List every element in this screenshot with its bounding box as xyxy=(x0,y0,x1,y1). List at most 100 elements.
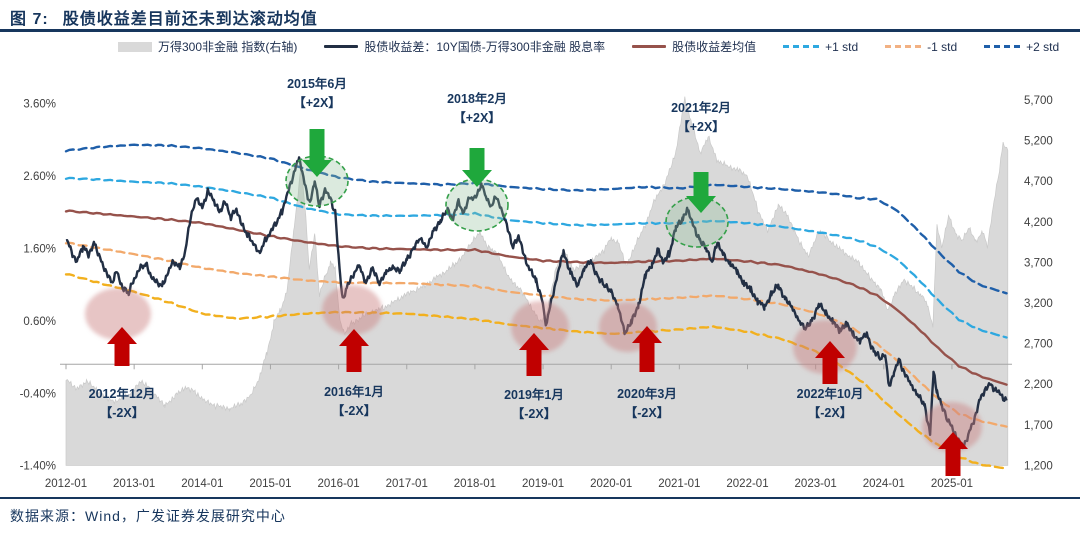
highlight-ellipse-red xyxy=(322,285,382,335)
x-axis-tick: 2023-01 xyxy=(795,478,837,490)
down-arrow-icon xyxy=(462,148,492,187)
annotation-date-label: 2015年6月 xyxy=(287,76,347,91)
legend-label: +1 std xyxy=(825,39,859,54)
x-axis-tick: 2013-01 xyxy=(113,478,155,490)
x-axis-tick: 2022-01 xyxy=(726,478,768,490)
left-axis-labels: 3.60% 2.60% 1.60% 0.60% -0.40% -1.40% xyxy=(20,99,56,473)
left-axis-tick: 3.60% xyxy=(23,99,56,111)
right-axis-tick: 2,700 xyxy=(1024,339,1053,351)
annotation-date-label: 2012年12月 xyxy=(89,386,156,401)
highlight-ellipse-red xyxy=(511,301,569,353)
annotation-date-label: 2021年2月 xyxy=(671,100,731,115)
annotation-tag-label: 【-2X】 xyxy=(625,405,669,420)
right-axis-tick: 5,200 xyxy=(1024,136,1053,148)
x-axis-tick: 2019-01 xyxy=(522,478,564,490)
left-axis-tick: -0.40% xyxy=(20,388,56,400)
chart-legend: 万得300非金融 指数(右轴) 股债收益差：10Y国债-万得300非金融 股息率 股… xyxy=(118,38,1076,55)
right-axis-tick: 1,200 xyxy=(1024,460,1053,472)
up-arrow-icon xyxy=(938,432,968,476)
legend-swatch-dashed xyxy=(783,45,820,48)
legend-swatch-line xyxy=(632,45,667,48)
legend-item-5: +2 std xyxy=(984,40,1059,54)
x-axis-tick: 2017-01 xyxy=(386,478,428,490)
legend-label: -1 std xyxy=(927,39,958,54)
down-arrow-icon xyxy=(302,129,332,177)
legend-swatch-line xyxy=(324,45,359,48)
x-axis-tick: 2018-01 xyxy=(454,478,496,490)
x-axis-tick: 2020-01 xyxy=(590,478,632,490)
x-axis-tick: 2016-01 xyxy=(317,478,359,490)
annotation-date-label: 2019年1月 xyxy=(504,387,564,402)
left-axis-tick: 0.60% xyxy=(23,316,56,328)
x-axis-tick: 2025-01 xyxy=(931,478,973,490)
up-arrow-icon xyxy=(815,341,845,384)
x-axis-tick: 2024-01 xyxy=(863,478,905,490)
spread-mean-line xyxy=(64,209,1008,386)
annotation-tag-label: 【+2X】 xyxy=(677,119,725,134)
legend-item-4: -1 std xyxy=(885,40,957,54)
up-arrow-icon xyxy=(632,326,662,372)
right-axis-tick: 4,200 xyxy=(1024,217,1053,229)
annotation-2021年2月: 2021年2月【+2X】 xyxy=(665,100,731,248)
legend-label: 股债收益差均值 xyxy=(672,40,757,54)
right-axis-labels: 5,700 5,200 4,700 4,200 3,700 3,200 2,700 2,200… xyxy=(1024,95,1053,472)
right-axis-tick: 5,700 xyxy=(1024,95,1053,107)
annotation-2020年3月: 2020年3月【-2X】 xyxy=(599,302,677,420)
x-axis-labels: 2012-01 2013-01 2014-01 2015-01 2016-01 2017-… xyxy=(45,478,973,490)
figure-header: 图 7: 股债收益差目前还未到达滚动均值 xyxy=(10,5,318,29)
annotation-date-label: 2020年3月 xyxy=(617,386,677,401)
annotation-2016年1月: 2016年1月【-2X】 xyxy=(322,285,384,418)
left-axis-tick: 2.60% xyxy=(23,171,56,183)
annotation-2022年10月: 2022年10月【-2X】 xyxy=(793,320,863,420)
annotation-2019年1月: 2019年1月【-2X】 xyxy=(504,301,569,421)
highlight-ellipse-red xyxy=(922,402,982,452)
legend-label: 股债收益差：10Y国债-万得300非金融 股息率 xyxy=(364,40,606,54)
annotation-tag-label: 【+2X】 xyxy=(453,110,501,125)
footer-divider xyxy=(0,497,1080,499)
legend-label: +2 std xyxy=(1026,39,1060,54)
figure-label: 图 7: xyxy=(10,11,49,28)
annotation-date-label: 2016年1月 xyxy=(324,384,384,399)
annotation-tag-label: 【-2X】 xyxy=(100,405,144,420)
up-arrow-icon xyxy=(519,333,549,376)
left-axis-tick: 1.60% xyxy=(23,243,56,255)
right-axis-tick: 1,700 xyxy=(1024,420,1053,432)
x-axis-tick: 2014-01 xyxy=(181,478,223,490)
annotation-date-label: 2018年2月 xyxy=(447,91,507,106)
legend-swatch-area xyxy=(118,41,152,52)
up-arrow-icon xyxy=(339,329,369,372)
figure-title: 股债收益差目前还未到达滚动均值 xyxy=(62,11,318,28)
annotation-unlabeled-8 xyxy=(922,402,982,476)
right-axis-tick: 4,700 xyxy=(1024,176,1053,188)
legend-swatch-dashed xyxy=(885,45,922,48)
annotation-tag-label: 【-2X】 xyxy=(332,403,376,418)
annotation-2015年6月: 2015年6月【+2X】 xyxy=(285,76,349,207)
annotation-2012年12月: 2012年12月【-2X】 xyxy=(85,288,155,420)
left-axis-tick: -1.40% xyxy=(20,461,56,473)
down-arrow-icon xyxy=(686,172,716,213)
annotation-2018年2月: 2018年2月【+2X】 xyxy=(445,91,509,232)
right-axis-tick: 3,200 xyxy=(1024,298,1053,310)
annotation-tag-label: 【+2X】 xyxy=(293,95,341,110)
legend-item-2: 股债收益差均值 xyxy=(632,38,756,55)
plus1-std-line xyxy=(64,176,1008,339)
highlight-ellipse-red xyxy=(85,288,151,340)
right-axis-tick: 2,200 xyxy=(1024,379,1053,391)
legend-item-0: 万得300非金融 指数(右轴) xyxy=(118,38,297,55)
legend-item-3: +1 std xyxy=(783,40,858,54)
plus2-std-line xyxy=(64,143,1008,295)
annotation-tag-label: 【-2X】 xyxy=(512,406,556,421)
legend-swatch-dashed xyxy=(984,45,1021,48)
annotation-tag-label: 【-2X】 xyxy=(808,405,852,420)
legend-item-1: 股债收益差：10Y国债-万得300非金融 股息率 xyxy=(324,38,605,55)
x-axis-tick: 2015-01 xyxy=(249,478,291,490)
legend-label: 万得300非金融 指数(右轴) xyxy=(158,40,298,54)
title-divider xyxy=(0,29,1080,32)
x-axis-tick: 2012-01 xyxy=(45,478,87,490)
x-axis-tick: 2021-01 xyxy=(658,478,700,490)
annotation-date-label: 2022年10月 xyxy=(797,386,864,401)
highlight-ellipse-green xyxy=(445,178,509,232)
right-axis-tick: 3,700 xyxy=(1024,257,1053,269)
